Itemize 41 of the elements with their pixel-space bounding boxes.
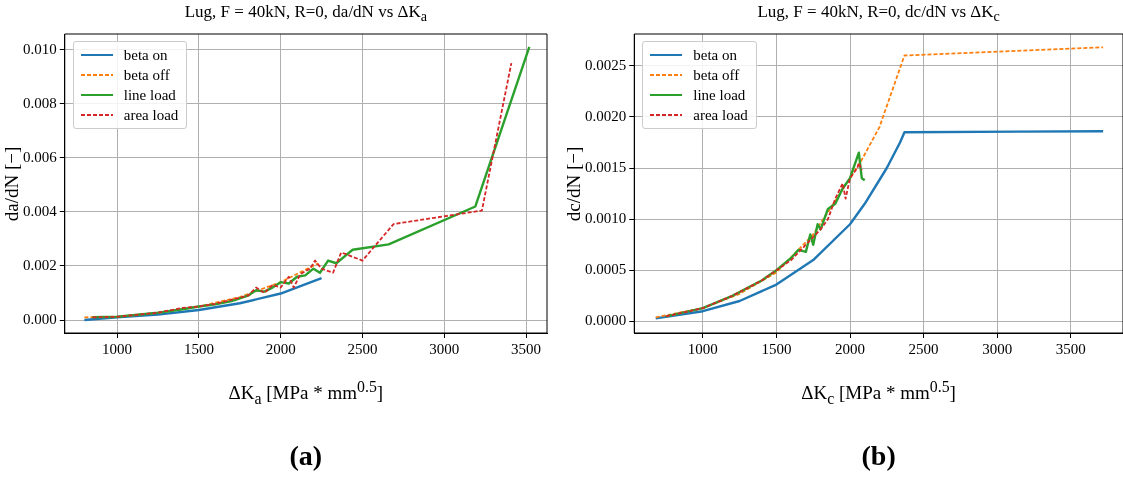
x-tick-label: 2500: [908, 340, 939, 357]
x-tick-label: 1500: [761, 340, 792, 357]
y-tick-label: 0.010: [23, 40, 57, 57]
y-tick-label: 0.004: [23, 202, 58, 219]
x-tick-label: 3000: [429, 340, 460, 357]
y-tick-label: 0.0010: [585, 210, 627, 227]
y-tick-label: 0.0025: [585, 56, 627, 73]
y-tick-label: 0.008: [23, 94, 57, 111]
x-tick-label: 1500: [183, 340, 214, 357]
y-axis-title: da/dN [−]: [1, 146, 23, 221]
y-axis-title: dc/dN [−]: [563, 146, 585, 221]
y-tick-label: 0.002: [23, 256, 57, 273]
legend-label: beta off: [693, 66, 740, 84]
legend-label: area load: [123, 106, 179, 124]
text: (a): [289, 440, 323, 472]
chart-title: Lug, F = 40kN, R=0, dc/dN vs ΔK$_{c}$: [757, 2, 1000, 26]
x-tick-label: 2000: [265, 340, 296, 357]
legend-label: line load: [693, 86, 746, 104]
legend-label: beta off: [123, 66, 170, 84]
legend-label: area load: [693, 106, 748, 124]
legend-label: beta on: [123, 46, 168, 64]
x-axis-title: ΔK$_{a}$ [MPa * mm$^{0.5}$]: [228, 378, 384, 409]
x-tick-label: 3000: [982, 340, 1013, 357]
line-series: [654, 46, 1105, 319]
y-tick-label: 0.000: [23, 310, 57, 327]
y-tick-label: 0.0020: [585, 107, 627, 124]
chart-title: Lug, F = 40kN, R=0, da/dN vs ΔK$_{a}$: [184, 2, 428, 26]
x-tick-label: 3500: [1055, 340, 1086, 357]
x-tick-label: 1000: [687, 340, 718, 357]
text: (b): [861, 440, 896, 472]
x-tick-label: 2500: [347, 340, 378, 357]
y-tick-label: 0.006: [23, 148, 58, 165]
x-tick-label: 2000: [835, 340, 865, 357]
y-tick-label: 0.0015: [585, 158, 627, 175]
y-tick-label: 0.0005: [585, 261, 627, 278]
x-axis-title: ΔK$_{c}$ [MPa * mm$^{0.5}$]: [801, 378, 956, 409]
legend-label: beta on: [693, 46, 737, 64]
x-tick-label: 3500: [511, 340, 542, 357]
legend-label: line load: [123, 86, 176, 104]
x-tick-label: 1000: [102, 340, 133, 357]
y-tick-label: 0.0000: [585, 312, 627, 329]
